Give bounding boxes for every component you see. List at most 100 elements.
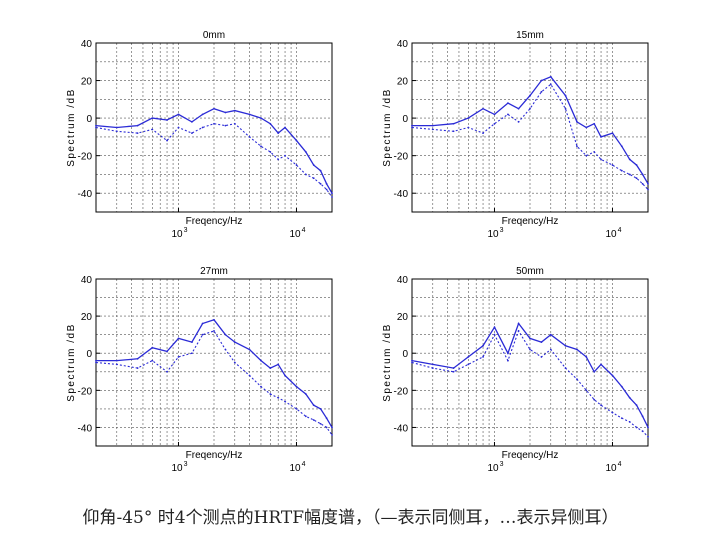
y-axis-label: Spectrum /dB: [382, 88, 393, 167]
data-point-dotted: [540, 356, 543, 358]
data-point-solid: [452, 367, 455, 369]
data-point-dotted: [191, 132, 193, 135]
data-point-dotted: [136, 367, 139, 369]
data-point-dotted: [431, 367, 434, 369]
data-point-dotted: [628, 173, 631, 176]
data-point-solid: [620, 145, 623, 148]
data-point-solid: [224, 111, 227, 114]
data-point-dotted: [325, 426, 328, 429]
data-point-dotted: [224, 348, 227, 351]
data-point-dotted: [593, 151, 596, 153]
data-point-solid: [411, 359, 413, 362]
x-tick-label: 104: [605, 227, 621, 240]
y-tick-label: 20: [81, 77, 93, 88]
series-line-dotted: [411, 329, 649, 438]
data-point-solid: [647, 182, 649, 185]
data-point-solid: [295, 139, 298, 142]
data-point-solid: [151, 117, 154, 120]
x-tick-label: 104: [289, 461, 305, 474]
x-tick-label: 103: [171, 227, 187, 240]
data-point-solid: [517, 322, 520, 325]
y-tick-label: -20: [394, 152, 409, 163]
chart-panel-3: 40 20 0 -20 -40 103 104 50mm Freqency/Hz Spectrum…: [382, 266, 649, 474]
data-point-solid: [585, 356, 588, 358]
data-point-dotted: [635, 426, 638, 429]
data-point-dotted: [277, 158, 280, 161]
data-point-dotted: [517, 330, 520, 332]
data-point-solid: [295, 385, 298, 388]
data-point-dotted: [115, 363, 118, 366]
data-point-dotted: [233, 122, 236, 125]
y-axis-label: Spectrum /dB: [66, 323, 77, 402]
data-point-dotted: [319, 422, 322, 425]
data-point-solid: [201, 113, 204, 116]
data-point-solid: [284, 374, 286, 377]
data-point-solid: [647, 426, 649, 429]
data-point-dotted: [304, 173, 307, 176]
data-point-dotted: [151, 128, 154, 131]
data-point-solid: [529, 337, 531, 340]
series-line-solid: [411, 322, 649, 428]
data-point-dotted: [177, 126, 180, 129]
data-point-solid: [201, 322, 204, 325]
data-point-dotted: [95, 361, 97, 364]
data-point-solid: [319, 407, 322, 410]
data-point-dotted: [452, 130, 455, 133]
data-point-dotted: [628, 420, 631, 423]
y-tick-label: 20: [397, 77, 409, 88]
data-point-dotted: [166, 370, 168, 373]
data-point-solid: [115, 359, 118, 362]
y-tick-label: -40: [394, 423, 409, 434]
data-point-dotted: [600, 158, 602, 161]
data-point-dotted: [304, 415, 307, 418]
data-point-solid: [611, 374, 614, 377]
data-point-solid: [260, 359, 262, 362]
data-point-dotted: [549, 348, 552, 351]
series-line-dotted: [411, 83, 649, 190]
y-tick-label: 40: [397, 39, 409, 50]
data-point-dotted: [331, 433, 333, 436]
data-point-solid: [540, 341, 543, 343]
data-point-solid: [493, 326, 496, 329]
chart-title: 15mm: [516, 30, 544, 41]
data-point-dotted: [467, 126, 470, 129]
data-point-solid: [95, 124, 97, 127]
data-point-dotted: [312, 177, 315, 180]
data-point-solid: [166, 350, 168, 353]
x-axis-label: Freqency/Hz: [502, 450, 559, 461]
data-point-dotted: [507, 113, 509, 116]
data-point-solid: [600, 363, 602, 366]
data-point-solid: [431, 363, 434, 366]
data-point-dotted: [600, 404, 602, 407]
data-point-solid: [549, 75, 552, 78]
data-point-dotted: [620, 417, 623, 420]
series-line-solid: [412, 76, 649, 185]
data-point-dotted: [166, 139, 168, 142]
chart-panel-1: 40 20 0 -20 -40 103 104 15mm Freqency/Hz Spectrum…: [382, 30, 649, 240]
data-point-dotted: [507, 359, 509, 362]
chart-title: 50mm: [516, 266, 544, 277]
data-point-dotted: [312, 419, 315, 421]
data-point-solid: [431, 124, 434, 127]
data-point-dotted: [529, 107, 531, 110]
data-point-solid: [331, 426, 333, 429]
y-tick-label: -40: [78, 189, 93, 200]
data-point-dotted: [191, 352, 193, 355]
data-point-dotted: [269, 151, 272, 153]
data-point-dotted: [411, 361, 413, 364]
data-point-dotted: [95, 126, 97, 129]
figure-caption: 仰角-45° 时4个测点的HRTF幅度谱，（—表示同侧耳，…表示异侧耳）: [82, 508, 619, 528]
data-point-solid: [452, 122, 455, 125]
data-point-solid: [269, 122, 272, 125]
data-point-solid: [312, 164, 315, 166]
data-point-dotted: [620, 169, 623, 172]
data-point-solid: [576, 120, 578, 123]
data-point-solid: [136, 357, 139, 360]
y-tick-label: 0: [402, 349, 408, 360]
data-point-dotted: [213, 330, 215, 332]
data-point-solid: [507, 352, 509, 355]
data-point-solid: [482, 107, 484, 110]
data-point-dotted: [431, 128, 434, 131]
data-point-solid: [260, 117, 262, 120]
data-point-solid: [151, 346, 154, 349]
